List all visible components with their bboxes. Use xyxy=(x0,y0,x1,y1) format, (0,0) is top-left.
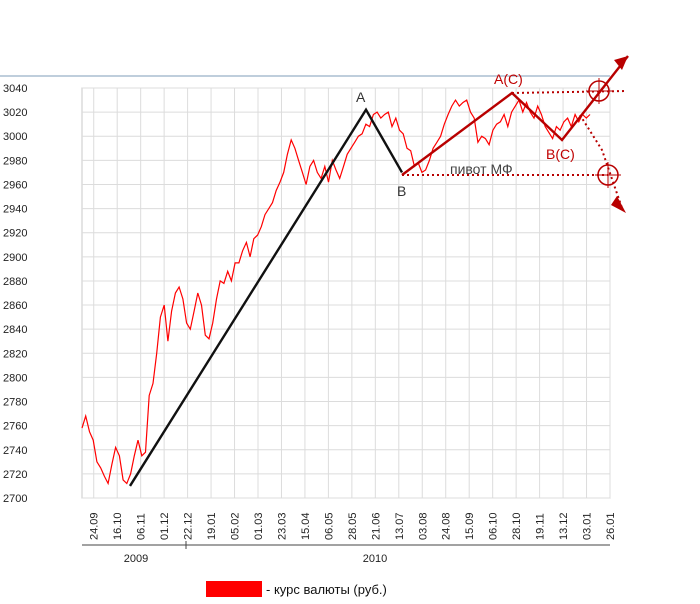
x-tick-label-20: 13.12 xyxy=(558,512,570,540)
x-tick-label-0: 24.09 xyxy=(89,512,101,540)
x-tick-label-2: 06.11 xyxy=(136,513,148,540)
projection-down xyxy=(579,114,623,209)
y-tick-label-0: 2700 xyxy=(3,493,27,505)
y-tick-label-14: 2980 xyxy=(3,155,27,167)
x-tick-label-18: 28.10 xyxy=(511,512,523,540)
y-tick-label-6: 2820 xyxy=(3,348,27,360)
y-tick-label-13: 2960 xyxy=(3,179,27,191)
series-line-currency xyxy=(81,98,591,486)
y-tick-label-4: 2780 xyxy=(3,397,27,409)
legend-label: - курс валюты (руб.) xyxy=(266,581,387,597)
x-tick-label-22: 26.01 xyxy=(605,512,617,540)
y-tick-label-16: 3020 xyxy=(3,107,27,119)
x-tick-label-14: 03.08 xyxy=(417,512,429,540)
x-tick-label-13: 13.07 xyxy=(394,512,406,540)
label-b: B xyxy=(397,183,406,199)
annotation-labels: A B A(C) B(C) пивот МФ xyxy=(356,71,575,199)
y-tick-label-2: 2740 xyxy=(3,445,27,457)
label-pivot: пивот МФ xyxy=(450,161,513,177)
x-tick-label-7: 01.03 xyxy=(253,512,265,540)
x-tick-label-6: 05.02 xyxy=(230,512,242,540)
y-tick-label-9: 2880 xyxy=(3,276,27,288)
wave-abc-main xyxy=(128,107,404,487)
x-tick-label-11: 28.05 xyxy=(347,512,359,540)
label-bc: B(C) xyxy=(546,146,575,162)
y-tick-label-11: 2920 xyxy=(3,228,27,240)
y-tick-label-8: 2860 xyxy=(3,300,27,312)
year-label-2010: 2010 xyxy=(363,553,387,565)
x-tick-label-8: 23.03 xyxy=(276,512,288,540)
x-tick-label-15: 24.08 xyxy=(441,512,453,540)
series-layer xyxy=(81,98,591,486)
y-tick-label-3: 2760 xyxy=(3,421,27,433)
x-tick-label-21: 03.01 xyxy=(582,512,594,540)
x-tick-label-12: 21.06 xyxy=(370,512,382,540)
year-axis: 2009 2010 xyxy=(82,541,610,565)
wave-annotations xyxy=(128,55,629,487)
legend: - курс валюты (руб.) xyxy=(206,581,387,597)
y-tick-label-1: 2720 xyxy=(3,469,27,481)
legend-swatch xyxy=(206,581,262,597)
x-tick-label-10: 06.05 xyxy=(323,512,335,540)
y-axis-ticks: 2700 2720 2740 2760 2780 2800 2820 2840 2860 2880… xyxy=(3,83,27,505)
arrowhead-down xyxy=(611,196,626,213)
grid xyxy=(82,87,611,499)
x-tick-label-17: 06.10 xyxy=(488,512,500,540)
label-a: A xyxy=(356,89,366,105)
x-tick-label-3: 01.12 xyxy=(159,512,171,540)
label-ac: A(C) xyxy=(494,71,523,87)
x-tick-label-19: 19.11 xyxy=(535,513,547,540)
x-tick-label-9: 15.04 xyxy=(300,512,312,540)
y-tick-label-12: 2940 xyxy=(3,204,27,216)
x-tick-label-16: 15.09 xyxy=(464,512,476,540)
x-axis-ticks: 24.09 16.10 06.11 01.12 22.12 19.01 05.02 01.03… xyxy=(89,512,617,540)
y-tick-label-10: 2900 xyxy=(3,252,27,264)
x-tick-label-1: 16.10 xyxy=(112,512,124,540)
y-tick-label-17: 3040 xyxy=(3,83,27,95)
y-tick-label-15: 3000 xyxy=(3,131,27,143)
y-tick-label-7: 2840 xyxy=(3,324,27,336)
year-label-2009: 2009 xyxy=(124,553,148,565)
x-tick-label-4: 22.12 xyxy=(183,512,195,540)
y-tick-label-5: 2800 xyxy=(3,372,27,384)
wave-abc-corrective xyxy=(401,55,629,176)
arrowhead-up xyxy=(614,56,628,70)
x-tick-label-5: 19.01 xyxy=(206,512,218,540)
